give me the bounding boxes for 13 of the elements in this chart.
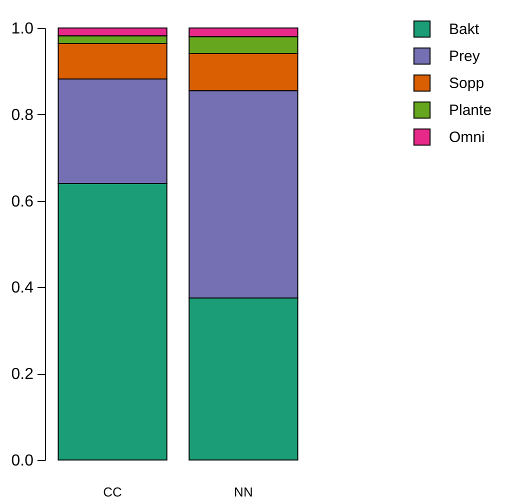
x-tick-label: NN xyxy=(234,484,253,500)
y-tick-label: 1.0 xyxy=(11,20,34,38)
legend-label: Sopp xyxy=(449,75,484,92)
legend-label: Omni xyxy=(449,129,485,146)
y-tick-label: 0.8 xyxy=(11,106,34,124)
y-tick-label: 0.6 xyxy=(11,193,34,210)
legend-label: Bakt xyxy=(449,21,480,38)
x-tick-label: CC xyxy=(103,484,122,500)
y-tick-label: 0.0 xyxy=(11,452,34,470)
legend-label: Plante xyxy=(449,102,492,119)
y-tick-label: 0.2 xyxy=(11,366,34,384)
y-tick-label: 0.4 xyxy=(11,280,34,297)
legend-label: Prey xyxy=(449,48,480,65)
